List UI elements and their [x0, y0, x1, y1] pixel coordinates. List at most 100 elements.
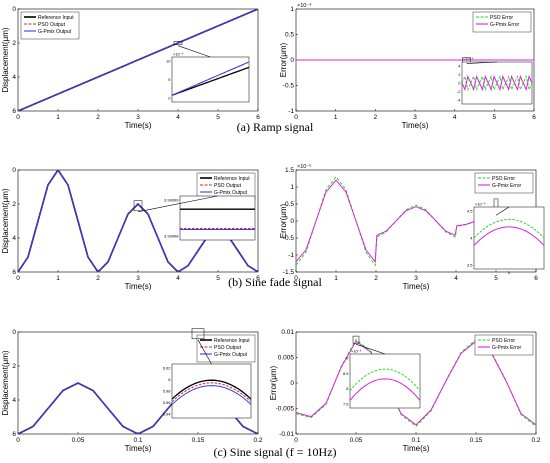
- x-tick-label: 2: [374, 275, 378, 282]
- chart-c-right: 0 0.05 0.1 0.15 0.2 0.01 0.005 0 -0.005 -0.01 Time…: [269, 329, 541, 453]
- y-tick-label: 2: [12, 40, 16, 47]
- x-tick-label: 4: [176, 275, 180, 282]
- zoom-arrow: [495, 206, 510, 216]
- inset-y-tick-label: 8: [346, 386, 349, 391]
- inset-series-1: [172, 382, 251, 403]
- inset-plot: [180, 208, 255, 230]
- y-tick-label: 0: [290, 57, 294, 64]
- x-tick-label: 0: [16, 275, 20, 282]
- inset-plot: [474, 218, 544, 246]
- x-tick-label: 3: [136, 275, 140, 282]
- inset-series-2: [172, 61, 249, 96]
- inset: 10 5 0 ×10⁻³: [166, 45, 250, 103]
- inset: 3.99999 3.99998: [137, 195, 256, 241]
- inset-exponent-label: ×10⁻³: [173, 52, 184, 57]
- legend-entry: G-Pmix Output: [214, 352, 248, 358]
- series-line-1: [296, 340, 536, 426]
- x-axis-label: Time(s): [125, 282, 152, 291]
- y-tick-label: 1: [290, 6, 294, 13]
- inset-frame: [349, 353, 421, 409]
- legend-entry: G-Pmix Error: [492, 183, 522, 189]
- y-tick-label: 2: [12, 201, 16, 208]
- y-axis-label: Error(μm): [279, 203, 288, 238]
- legend-entry: Reference Input: [214, 338, 250, 344]
- x-tick-label: 4: [454, 275, 458, 282]
- inset-y-tick-label: 4: [470, 236, 473, 241]
- chart-a-right: 0 1 2 3 4 5 6 1 0.5 0 -0.5 -1 ×10⁻⁴ Time(s) Error(μm) P…: [279, 2, 536, 130]
- y-tick-label: 2: [12, 363, 16, 370]
- x-axis-label: Time(s): [125, 444, 152, 453]
- inset-y-tick-label: 10: [166, 59, 171, 64]
- legend-entry: PSO Output: [214, 345, 242, 351]
- x-tick-label: 5: [216, 114, 220, 121]
- legend-entry: Reference Input: [38, 15, 74, 21]
- x-tick-label: 0: [294, 437, 298, 444]
- inset-plot: [172, 379, 251, 405]
- inset-plot: [462, 74, 532, 92]
- x-tick-label: 5: [216, 275, 220, 282]
- x-tick-label: 5: [493, 114, 497, 121]
- x-tick-label: 6: [532, 114, 536, 121]
- y-tick-label: 0.01: [281, 329, 294, 336]
- inset: 4.5 4 3.5 5 ×10⁻⁶: [467, 202, 545, 275]
- x-tick-label: 6: [256, 114, 260, 121]
- y-tick-label: 0: [290, 218, 294, 225]
- y-tick-label: 6: [12, 431, 16, 438]
- inset-series-1: [474, 226, 544, 246]
- y-tick-label: 4: [12, 74, 16, 81]
- y-tick-label: 0.5: [285, 201, 294, 208]
- plot-area: [18, 9, 258, 111]
- y-tick-label: 0: [12, 167, 16, 174]
- y-tick-label: 0.5: [285, 32, 294, 39]
- zoom-arrow: [137, 195, 218, 213]
- legend-entry: PSO Output: [38, 22, 66, 28]
- y-tick-label: -1: [288, 108, 294, 115]
- x-tick-label: 0.15: [470, 437, 483, 444]
- inset-exponent-label: ×10⁻³: [351, 349, 362, 354]
- inset-y-tick-label: -4: [457, 98, 461, 103]
- inset-y-tick-label: 4: [458, 64, 461, 69]
- legend-entry: PSO Output: [214, 183, 242, 189]
- chart-c-left: 0 0.05 0.1 0.15 0.2 0 2 4 6 Time(s) Displacement(μ…: [1, 328, 263, 453]
- legend-entry: G-Pmix Error: [490, 22, 520, 28]
- x-tick-label: 4: [453, 114, 457, 121]
- x-tick-label: 0.05: [350, 437, 363, 444]
- x-tick-label: 5: [494, 275, 498, 282]
- y-tick-label: 0.005: [278, 355, 295, 362]
- x-tick-label: 0.15: [192, 437, 205, 444]
- x-axis-label: Time(s): [402, 121, 429, 130]
- x-tick-label: 1: [334, 275, 338, 282]
- inset-y-tick-label: 0: [168, 96, 171, 101]
- plot-area: [296, 338, 536, 428]
- inset-y-tick-label: 6.02: [163, 366, 172, 371]
- legend-entry: G-Pmix Error: [492, 345, 522, 351]
- y-tick-label: 1: [290, 184, 294, 191]
- y-tick-label: -0.005: [276, 406, 295, 413]
- x-tick-label: 0.1: [411, 437, 420, 444]
- x-tick-label: 3: [136, 114, 140, 121]
- y-axis-label: Displacement(μm): [1, 188, 10, 253]
- inset-y-tick-label: 5.94: [163, 412, 172, 417]
- inset-y-tick-label: 3.5: [467, 263, 473, 268]
- x-axis-label: Time(s): [403, 282, 430, 291]
- y-axis-label: Error(μm): [279, 42, 288, 77]
- y-exponent-label: ×10⁻⁴: [297, 2, 312, 9]
- x-axis-label: Time(s): [125, 121, 152, 130]
- x-tick-label: 6: [534, 275, 538, 282]
- y-tick-label: -0.5: [283, 235, 295, 242]
- zoom-marker: [133, 200, 143, 212]
- inset-y-tick-label: 8.5: [343, 371, 349, 376]
- inset-frame: [179, 195, 256, 241]
- inset-y-tick-label: 5: [168, 77, 171, 82]
- zoom-arrow: [466, 61, 498, 64]
- inset-y-tick-label: 7.5: [343, 402, 349, 407]
- x-tick-label: 0: [294, 275, 298, 282]
- x-tick-label: 0.2: [253, 437, 262, 444]
- inset-y-tick-label: 3.99998: [164, 234, 179, 239]
- zoom-marker: [352, 335, 360, 344]
